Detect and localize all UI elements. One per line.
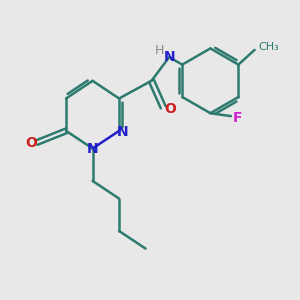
Text: N: N: [163, 50, 175, 64]
Text: O: O: [164, 102, 176, 116]
Text: H: H: [155, 44, 164, 57]
Text: F: F: [233, 111, 242, 124]
Text: O: O: [26, 136, 37, 150]
Text: N: N: [87, 142, 98, 155]
Text: N: N: [117, 125, 128, 139]
Text: CH₃: CH₃: [258, 42, 279, 52]
